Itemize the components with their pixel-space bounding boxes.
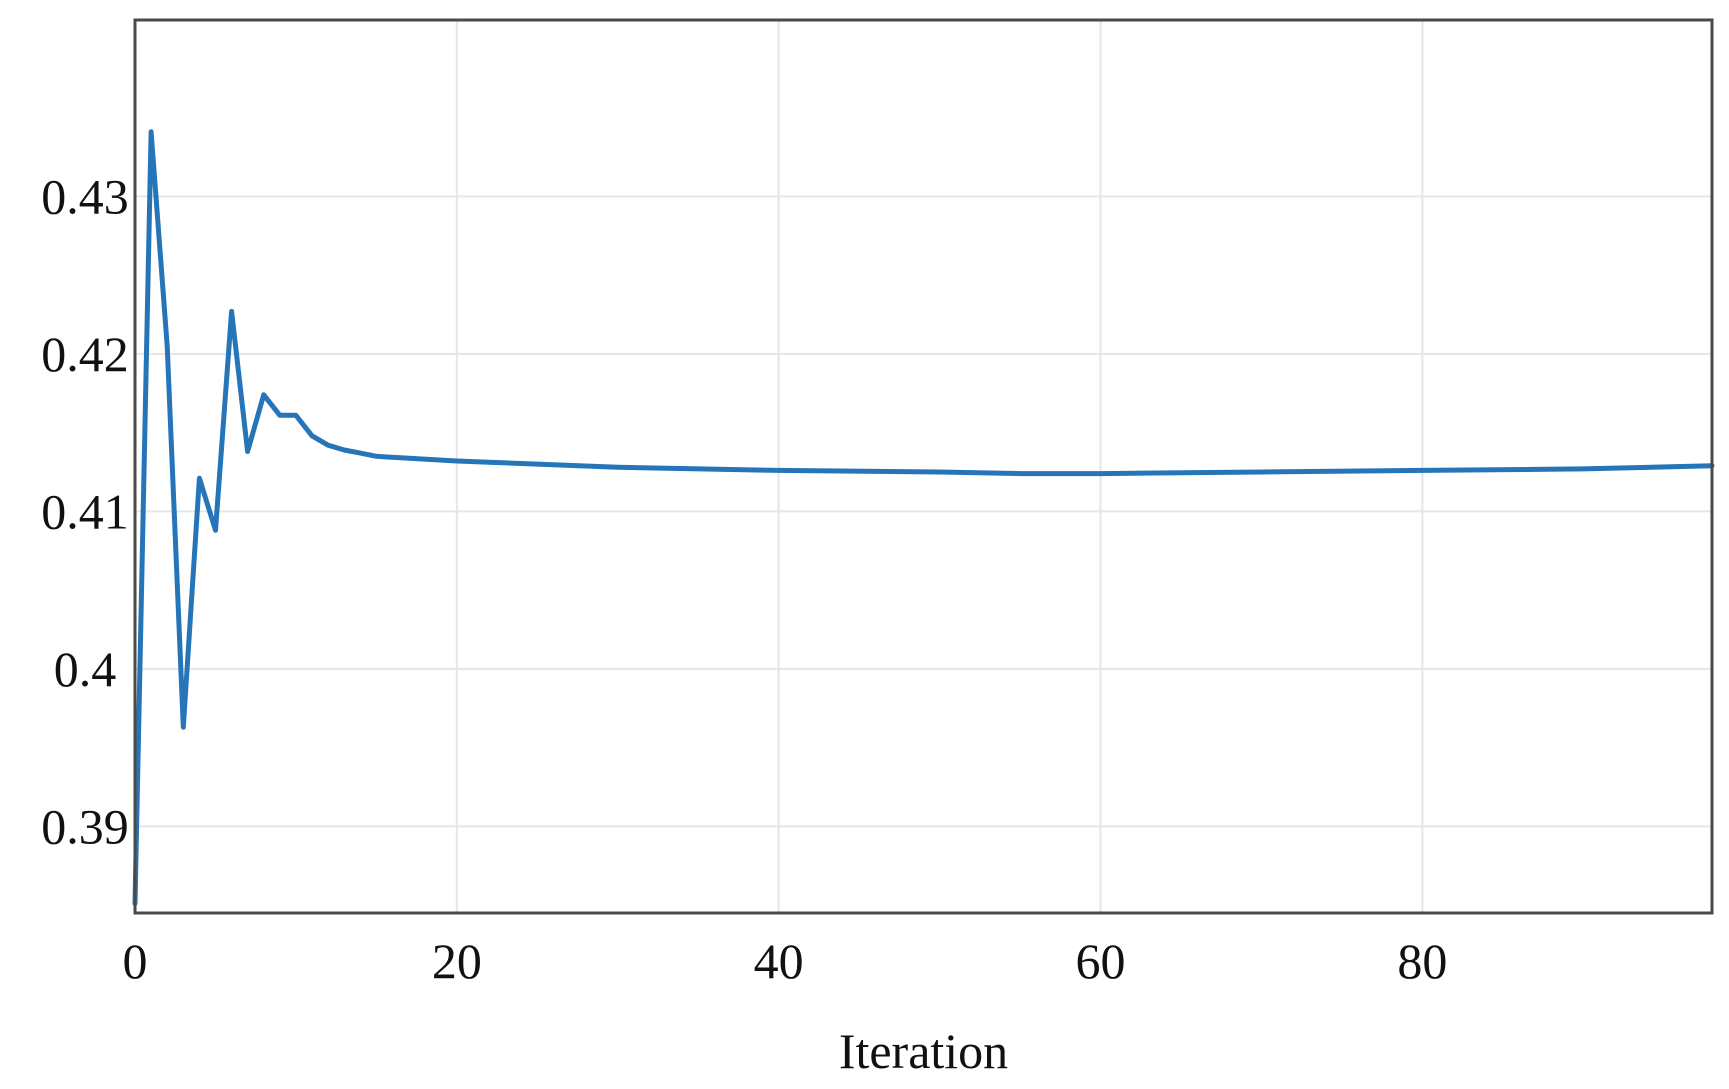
x-tick-label: 80 [1397,933,1447,989]
y-tick-label: 0.39 [41,798,129,854]
x-tick-label: 0 [123,933,148,989]
x-tick-label: 40 [754,933,804,989]
plot-frame [133,18,1714,915]
y-tick-labels: 0.39 0.4 0.41 0.42 0.43 [41,168,129,854]
y-tick-label: 0.4 [54,641,117,697]
series-line [132,129,1715,907]
y-tick-label: 0.42 [41,326,129,382]
y-tick-label: 0.41 [41,483,129,539]
x-tick-label: 20 [432,933,482,989]
x-tick-label: 60 [1076,933,1126,989]
series-layer [132,129,1715,907]
x-tick-labels: 0 20 40 60 80 [123,933,1448,989]
x-axis-title: Iteration [839,1023,1008,1079]
y-gridlines [135,195,1712,828]
x-gridlines [455,20,1424,913]
y-tick-label: 0.43 [41,168,129,224]
